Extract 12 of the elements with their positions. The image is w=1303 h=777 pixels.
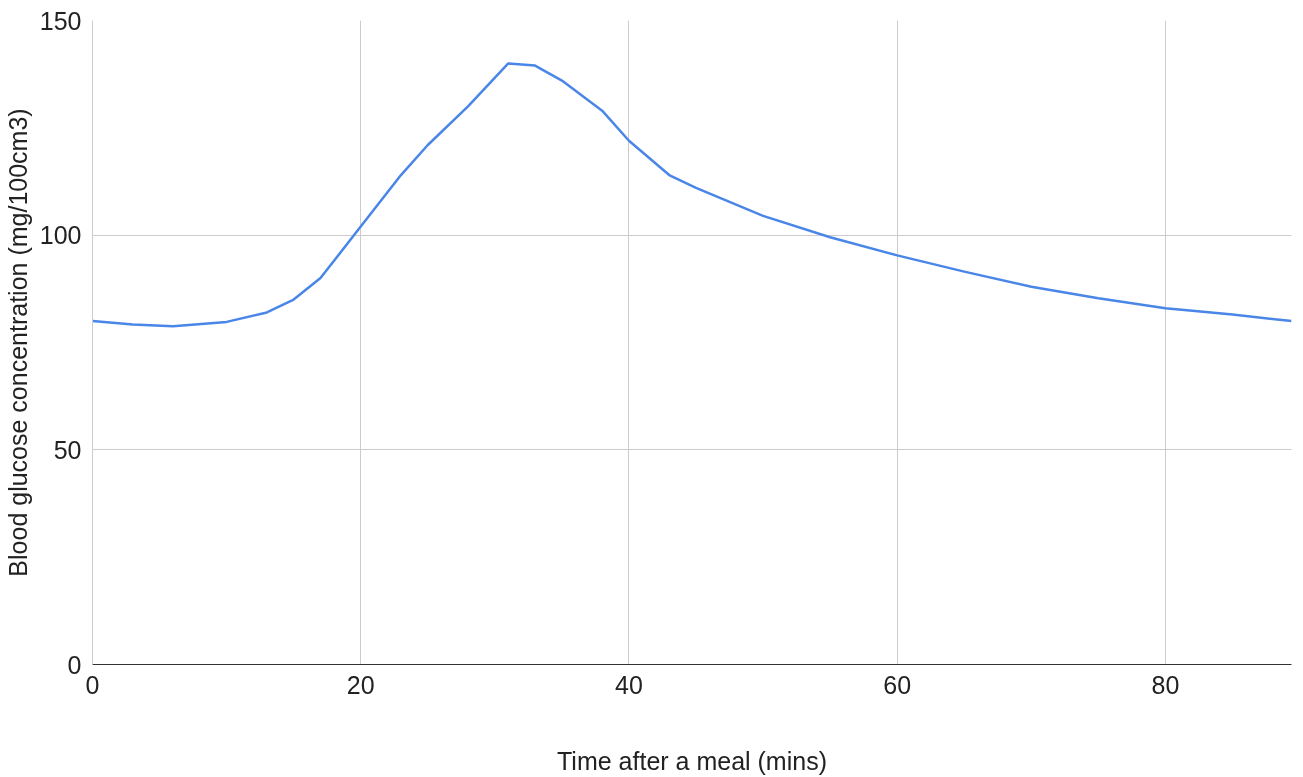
x-tick-label: 80 [1151, 670, 1180, 699]
x-tick-label: 40 [615, 670, 643, 699]
line-series [92, 62, 1292, 328]
y-tick-label: 150 [39, 6, 82, 35]
y-axis-title: Blood glucose concentration (mg/100cm3) [3, 108, 32, 577]
x-tick-label: 20 [346, 670, 375, 699]
y-tick-label: 0 [67, 650, 82, 679]
x-tick-label: 0 [85, 670, 100, 699]
x-axis-title: Time after a meal (mins) [557, 746, 827, 775]
x-tick-label: 60 [883, 670, 912, 699]
y-tick-label: 50 [53, 435, 82, 464]
y-tick-label: 100 [39, 221, 82, 250]
